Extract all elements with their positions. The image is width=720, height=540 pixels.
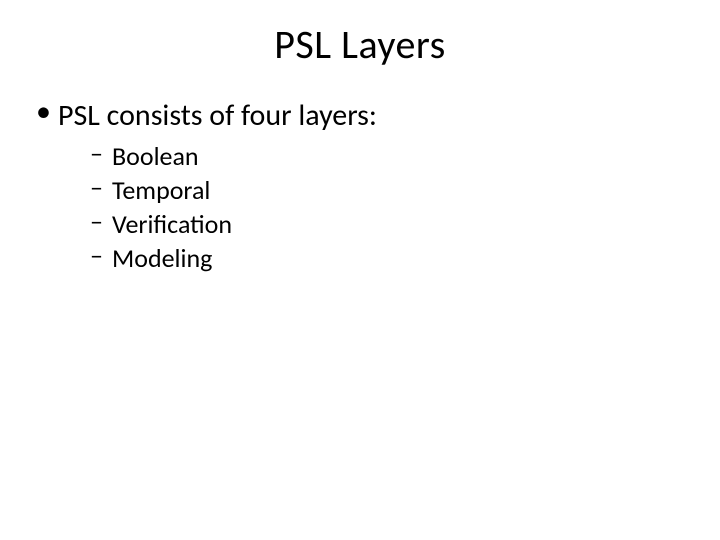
sub-bullet-item: Verification	[88, 208, 690, 240]
sub-bullet-text: Verification	[112, 208, 232, 240]
sub-bullet-text: Boolean	[112, 140, 199, 172]
bullet-list-level1: PSL consists of four layers: Boolean Tem…	[30, 97, 690, 274]
bullet-item: PSL consists of four layers: Boolean Tem…	[30, 97, 690, 274]
slide-body: PSL consists of four layers: Boolean Tem…	[0, 69, 720, 274]
slide-title: PSL Layers	[0, 0, 720, 69]
sub-bullet-item: Temporal	[88, 174, 690, 206]
sub-bullet-item: Modeling	[88, 242, 690, 274]
sub-bullet-text: Modeling	[112, 242, 212, 274]
bullet-text: PSL consists of four layers:	[58, 97, 377, 134]
sub-bullet-item: Boolean	[88, 140, 690, 172]
bullet-list-level2: Boolean Temporal Verification Modeling	[58, 140, 690, 274]
slide: PSL Layers PSL consists of four layers: …	[0, 0, 720, 540]
sub-bullet-text: Temporal	[112, 174, 210, 206]
